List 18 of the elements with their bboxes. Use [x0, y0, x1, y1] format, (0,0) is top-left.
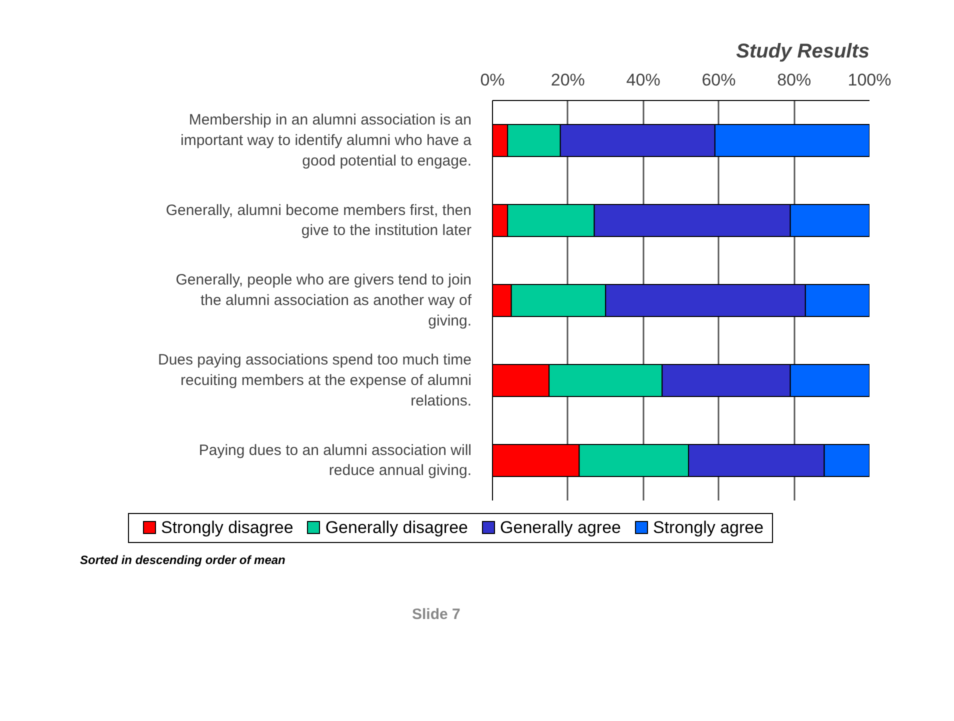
text: Sorted in descending order of mean [80, 552, 286, 570]
y-tick-label: Membership in an alumni association is an important way to identify alumni who have a good potential to engage. [180, 112, 472, 170]
x-tick-label: 20% [550, 70, 585, 90]
text: Slide 7 [412, 605, 460, 626]
x-tick-label: 60% [702, 70, 736, 90]
chart-title: Study Results [736, 40, 870, 62]
y-tick-label: Dues paying associations spend too much time recuiting members at the expense of alumni relations. [158, 352, 472, 410]
x-tick-label: 100% [848, 70, 892, 90]
x-tick-label: 40% [626, 70, 660, 90]
y-tick-label: Paying dues to an alumni association will reduce annual giving. [198, 442, 472, 480]
legend-label: Generally agree [500, 518, 621, 537]
legend-label: Strongly agree [652, 518, 764, 537]
x-tick-label: 0% [480, 70, 505, 90]
legend-label: Generally disagree [325, 518, 468, 537]
legend-label: Strongly disagree [161, 518, 294, 537]
x-tick-label: 80% [777, 70, 812, 90]
y-tick-label: Generally, alumni become members first, then give to the institution later [166, 202, 472, 240]
y-tick-label: Generally, people who are givers tend to join the alumni association as another way of giving. [176, 272, 472, 330]
